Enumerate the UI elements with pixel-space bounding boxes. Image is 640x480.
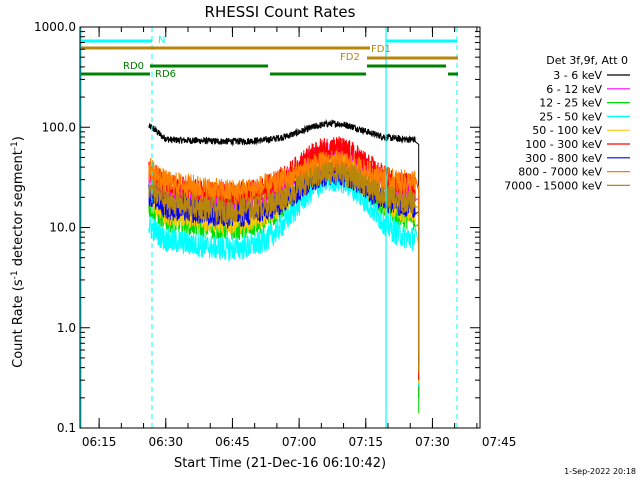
annotation-n: N: [158, 35, 165, 46]
annotation-rd6: RD6: [155, 69, 176, 80]
plot-area: N FD1 FD2 RD0 RD6: [80, 27, 458, 428]
annotation-fd2: FD2: [340, 52, 360, 63]
x-tick-label: 07:00: [282, 435, 317, 449]
legend-label-6: 100 - 300 keV: [525, 138, 602, 151]
legend-label-2: 6 - 12 keV: [546, 83, 602, 96]
y-tick-label: 10.0: [49, 221, 76, 235]
y-tick-label: 0.1: [57, 421, 76, 435]
legend-label-5: 50 - 100 keV: [532, 124, 602, 137]
legend-label-9: 7000 - 15000 keV: [504, 179, 602, 192]
legend-header: Det 3f,9f, Att 0: [546, 54, 628, 67]
x-tick-label: 06:30: [148, 435, 183, 449]
legend-label-7: 300 - 800 keV: [525, 152, 602, 165]
legend-label-3: 12 - 25 keV: [539, 97, 602, 110]
x-tick-label: 06:45: [215, 435, 250, 449]
plot-clip-group: [80, 27, 458, 428]
legend-label-8: 800 - 7000 keV: [518, 166, 602, 179]
series-line-4: [148, 168, 420, 387]
x-tick-label: 07:30: [415, 435, 450, 449]
legend-label-4: 25 - 50 keV: [539, 110, 602, 123]
y-axis-label-end: ): [11, 136, 26, 141]
series-line-9: [148, 160, 420, 373]
timestamp: 1-Sep-2022 20:18: [564, 467, 636, 476]
y-axis-label-sup2: -1: [10, 141, 20, 150]
y-axis-label-sup1: -1: [10, 270, 20, 279]
x-tick-label: 07:45: [482, 435, 517, 449]
y-tick-label: 1000.0: [34, 20, 76, 34]
chart-title: RHESSI Count Rates: [205, 3, 356, 21]
y-axis-label: Count Rate (s-1 detector segment-1): [10, 136, 26, 368]
y-axis-label-rest: detector segment: [11, 150, 26, 270]
y-tick-label: 1.0: [57, 321, 76, 335]
x-axis-label: Start Time (21-Dec-16 06:10:42): [174, 456, 386, 471]
annotation-fd1: FD1: [371, 44, 391, 55]
x-tick-label: 07:15: [348, 435, 383, 449]
axes: 1000.0 100.0 10.0 1.0 0.1 06:15 06:30 06:45 07:0…: [34, 20, 516, 449]
legend-label-1: 3 - 6 keV: [553, 69, 602, 82]
annotation-rd0: RD0: [123, 61, 144, 72]
y-axis-label-main: Count Rate (s: [11, 279, 26, 368]
series-line-1: [148, 118, 420, 398]
x-tick-label: 06:15: [82, 435, 117, 449]
y-tick-label: 100.0: [42, 120, 76, 134]
